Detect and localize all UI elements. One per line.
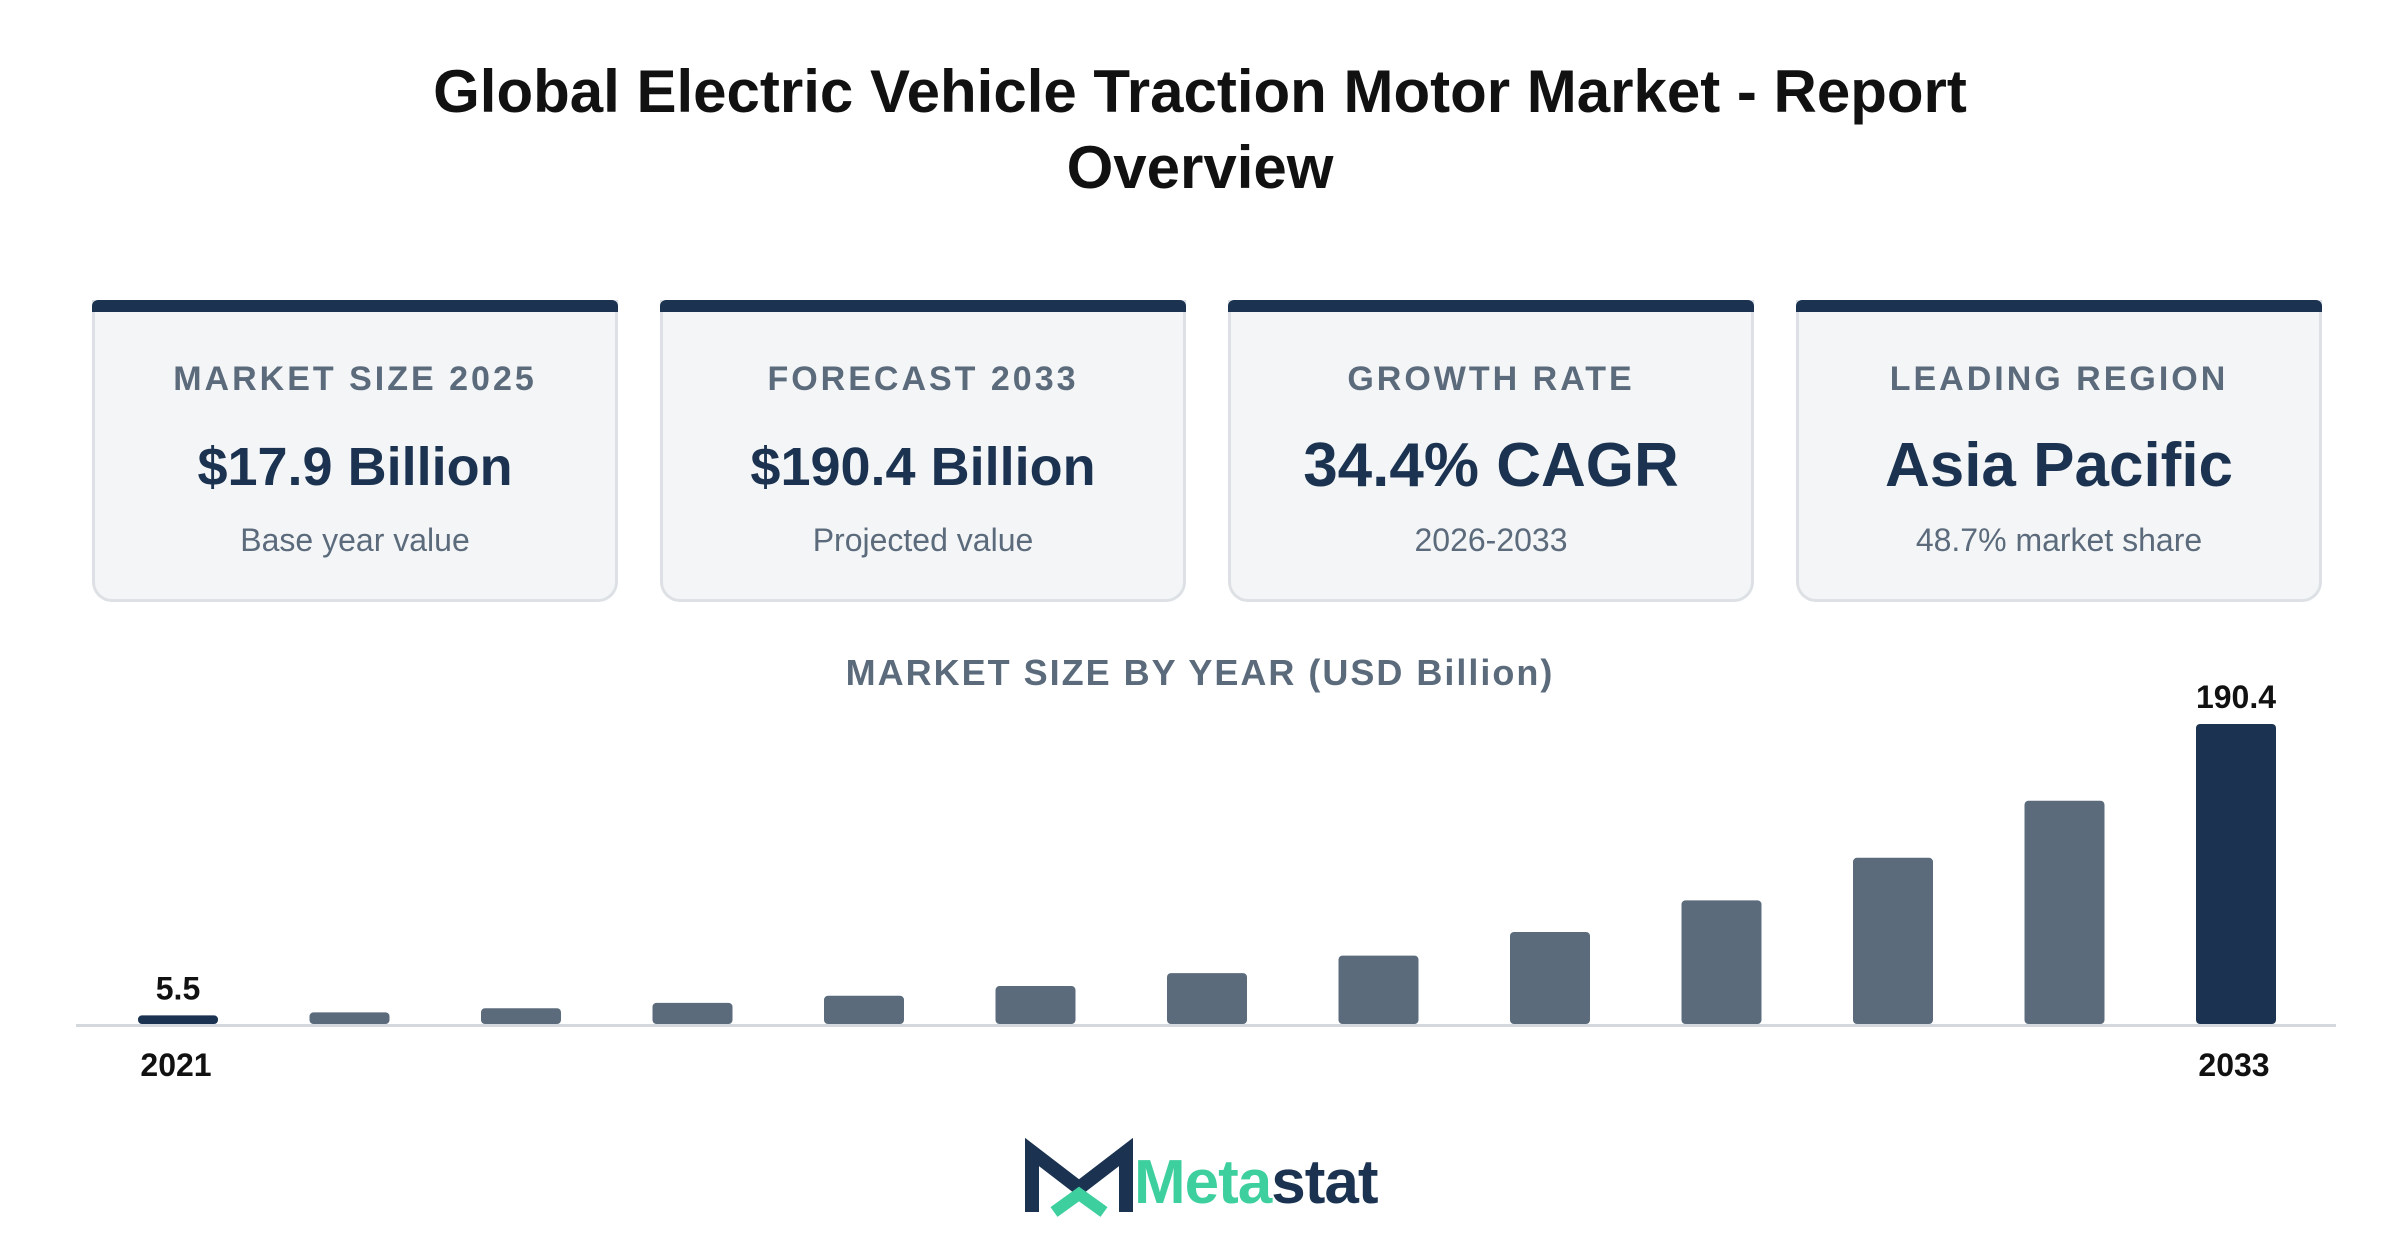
brand-wordmark-part: Meta bbox=[1134, 1148, 1272, 1217]
card-accent-bar bbox=[1796, 300, 2322, 312]
bar-2030 bbox=[1681, 900, 1762, 1024]
bar-chart: 5.5 2021 190.4 2033 bbox=[76, 679, 2336, 1083]
card-subtitle: Projected value bbox=[812, 522, 1034, 558]
bar-2024 bbox=[652, 1002, 733, 1024]
card-accent-bar bbox=[1228, 300, 1754, 312]
card-value: 34.4% CAGR bbox=[1303, 431, 1679, 500]
kpi-card-market-size: MARKET SIZE 2025 $17.9 Billion Base year… bbox=[92, 300, 618, 602]
value-label-2033: 190.4 bbox=[2196, 679, 2276, 715]
tick-label-2033: 2033 bbox=[2198, 1047, 2269, 1083]
bar-2031 bbox=[1853, 857, 1933, 1024]
card-subtitle: Base year value bbox=[240, 522, 470, 558]
brand-wordmark: Metastat bbox=[1134, 1148, 1379, 1218]
bar-2027 bbox=[1167, 973, 1247, 1024]
card-subtitle: 2026-2033 bbox=[1414, 522, 1568, 558]
card-label: FORECAST 2033 bbox=[767, 360, 1079, 398]
card-subtitle: 48.7% market share bbox=[1915, 522, 2203, 558]
kpi-card-forecast: FORECAST 2033 $190.4 Billion Projected v… bbox=[660, 300, 1186, 602]
kpi-cards: MARKET SIZE 2025 $17.9 Billion Base year… bbox=[92, 300, 2322, 604]
kpi-card-growth-rate: GROWTH RATE 34.4% CAGR 2026-2033 bbox=[1228, 300, 1754, 602]
bar-2021 bbox=[138, 1015, 218, 1024]
card-value: $17.9 Billion bbox=[197, 437, 513, 497]
value-label-2021: 5.5 bbox=[156, 970, 200, 1006]
bar-2023 bbox=[481, 1008, 561, 1024]
bar-2033 bbox=[2196, 724, 2276, 1024]
tick-label-2021: 2021 bbox=[140, 1047, 211, 1083]
chart-title: MARKET SIZE BY YEAR (USD Billion) bbox=[845, 652, 1555, 693]
card-accent-bar bbox=[660, 300, 1186, 312]
bar-2022 bbox=[309, 1012, 390, 1024]
card-label: GROWTH RATE bbox=[1347, 360, 1635, 398]
bar-2029 bbox=[1510, 931, 1590, 1024]
card-label: MARKET SIZE 2025 bbox=[173, 360, 537, 398]
card-label: LEADING REGION bbox=[1889, 360, 2229, 398]
metastat-logo-icon bbox=[1025, 1138, 1133, 1217]
page-title: Global Electric Vehicle Traction Motor M… bbox=[433, 58, 1967, 201]
brand-wordmark-part: stat bbox=[1271, 1148, 1378, 1217]
card-value: Asia Pacific bbox=[1884, 431, 2234, 500]
bar-2028 bbox=[1338, 955, 1419, 1024]
bar-2032 bbox=[2024, 800, 2105, 1024]
card-value: $190.4 Billion bbox=[750, 437, 1096, 497]
bar-2026 bbox=[995, 986, 1076, 1024]
bar-2025 bbox=[824, 995, 904, 1024]
kpi-card-leading-region: LEADING REGION Asia Pacific 48.7% market… bbox=[1796, 300, 2322, 602]
card-accent-bar bbox=[92, 300, 618, 312]
